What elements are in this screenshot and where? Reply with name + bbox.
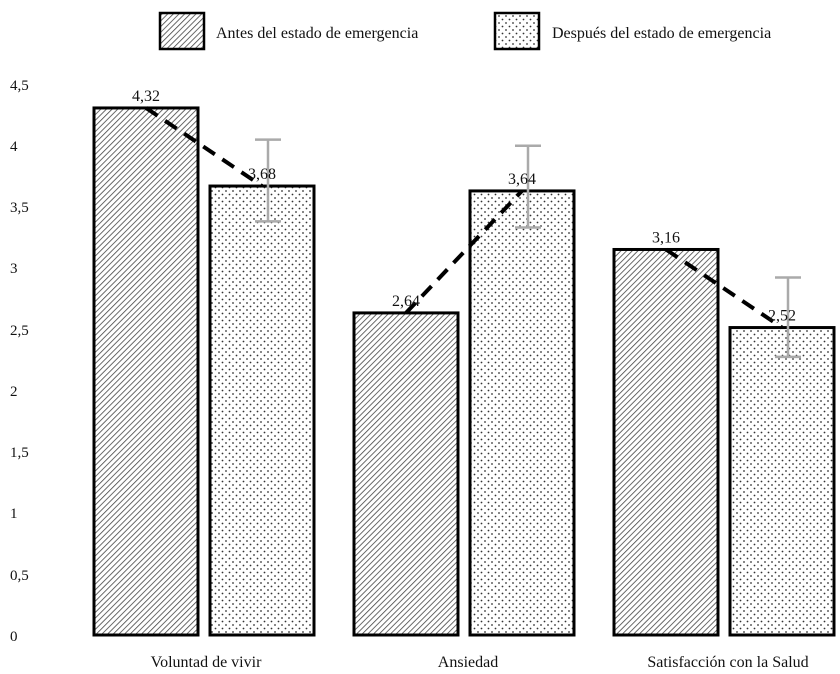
connectors: [144, 106, 784, 330]
data-label: 3,64: [508, 171, 536, 188]
legend-swatch-series-2: [493, 11, 541, 51]
connector-satisfaccion-salud: [664, 247, 784, 330]
data-labels: 4,32 3,68 2,64 3,64 3,16 2,52: [132, 88, 796, 325]
legend-swatch-series-1: [158, 11, 206, 51]
connector-voluntad-de-vivir: [144, 106, 264, 188]
category-label-voluntad-de-vivir: Voluntad de vivir: [151, 654, 262, 671]
y-tick-label: 2,5: [10, 323, 29, 339]
data-label: 3,16: [652, 229, 680, 246]
data-label: 2,52: [768, 308, 796, 325]
error-bar-voluntad-de-vivir: [255, 138, 281, 223]
bar-antes-ansiedad: [352, 311, 460, 637]
y-tick-label: 3,5: [10, 200, 29, 216]
y-tick-label: 1: [10, 506, 18, 522]
connector-ansiedad: [404, 189, 524, 315]
bar-antes-voluntad-de-vivir: [92, 106, 200, 637]
y-tick-label: 3: [10, 261, 18, 277]
bar-despues-voluntad-de-vivir: [208, 184, 316, 637]
data-label: 3,68: [248, 166, 276, 183]
y-tick-label: 0,5: [10, 568, 29, 584]
y-tick-label: 4: [10, 139, 18, 155]
legend-label-series-2: Después del estado de emergencia: [552, 25, 771, 42]
bar-despues-satisfaccion-salud: [728, 326, 836, 637]
bars: [92, 106, 836, 637]
y-tick-label: 1,5: [10, 445, 29, 461]
legend-label-series-1: Antes del estado de emergencia: [216, 25, 418, 42]
bar-antes-satisfaccion-salud: [612, 247, 720, 637]
x-axis: Voluntad de vivir Ansiedad Satisfacción …: [151, 654, 809, 671]
bar-despues-ansiedad: [468, 189, 576, 637]
error-bar-ansiedad: [515, 144, 541, 229]
category-label-ansiedad: Ansiedad: [438, 654, 498, 671]
data-label: 2,64: [392, 293, 420, 310]
category-label-satisfaccion-salud: Satisfacción con la Salud: [647, 654, 808, 671]
error-bars: [255, 138, 801, 359]
y-tick-label: 2: [10, 384, 18, 400]
data-label: 4,32: [132, 88, 160, 105]
y-tick-label: 0: [10, 629, 18, 645]
legend: Antes del estado de emergencia Después d…: [158, 11, 771, 51]
error-bar-satisfaccion-salud: [775, 276, 801, 359]
y-axis: 0 0,5 1 1,5 2 2,5 3 3,5 4 4,5: [10, 78, 29, 645]
y-tick-label: 4,5: [10, 78, 29, 94]
